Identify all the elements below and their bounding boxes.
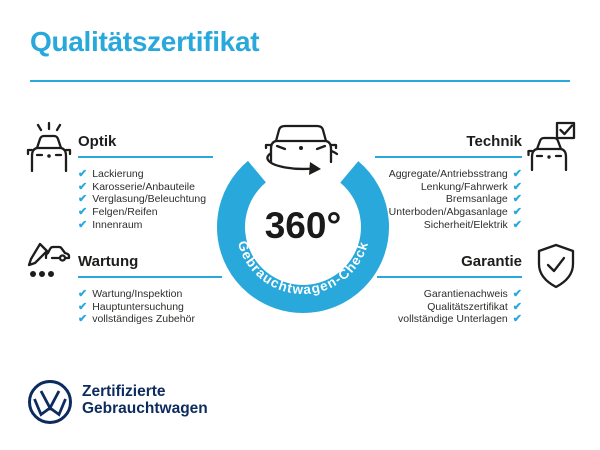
- check-icon: ✔: [78, 313, 88, 326]
- check-icon: ✔: [512, 180, 522, 193]
- section-optik-title: Optik: [78, 133, 213, 158]
- wartung-checklist: ✔ Wartung/Inspektion ✔ Hauptuntersuchung ✔…: [78, 288, 222, 326]
- check-item: ✔ vollständige Unterlagen: [377, 313, 522, 326]
- check-item-label: Bremsanlage: [445, 193, 508, 206]
- rotating-car-icon: [264, 124, 339, 175]
- check-item-label: Qualitätszertifikat: [427, 300, 508, 313]
- check-icon: ✔: [512, 313, 522, 326]
- check-icon: ✔: [512, 218, 522, 231]
- section-wartung: Wartung ✔ Wartung/Inspektion ✔ Hauptunters…: [78, 253, 222, 326]
- check-item: ✔ Wartung/Inspektion: [78, 288, 222, 301]
- check-icon: ✔: [78, 205, 88, 218]
- check-icon: ✔: [512, 167, 522, 180]
- check-icon: ✔: [512, 193, 522, 206]
- optik-checklist: ✔ Lackierung ✔ Karosserie/Anbauteile ✔ Verg…: [78, 168, 213, 232]
- check-icon: ✔: [78, 193, 88, 206]
- check-item: ✔ Sicherheit/Elektrik: [375, 219, 522, 232]
- check-item-label: Garantienachweis: [423, 288, 508, 300]
- check-item: ✔ Qualitätszertifikat: [377, 301, 522, 314]
- section-optik: Optik ✔ Lackierung ✔ Karosserie/Anbauteile…: [78, 133, 213, 232]
- shield-check-icon: [537, 243, 575, 289]
- vw-logo: [28, 380, 72, 424]
- check-icon: ✔: [78, 180, 88, 193]
- title-divider: [30, 80, 570, 82]
- car-shine-icon: [26, 121, 72, 173]
- check-item-label: Lackierung: [92, 168, 144, 180]
- check-item-label: Felgen/Reifen: [92, 206, 158, 219]
- check-item-label: Aggregate/Antriebsstrang: [388, 168, 508, 180]
- check-item: ✔ Lenkung/Fahrwerk: [375, 181, 522, 194]
- check-icon: ✔: [78, 300, 88, 313]
- car-checkbox-icon: [527, 121, 576, 171]
- check-icon: ✔: [512, 287, 522, 300]
- section-wartung-title: Wartung: [78, 253, 222, 278]
- check-item-label: Wartung/Inspektion: [92, 288, 183, 300]
- check-item: ✔ Verglasung/Beleuchtung: [78, 193, 213, 206]
- check-item: ✔ Hauptuntersuchung: [78, 301, 222, 314]
- check-item-label: Lenkung/Fahrwerk: [420, 180, 508, 193]
- section-garantie-title: Garantie: [377, 253, 522, 278]
- check-item-label: vollständiges Zubehör: [92, 313, 195, 326]
- footer-claim-line2: Gebrauchtwagen: [82, 400, 208, 417]
- footer-claim-line1: Zertifizierte: [82, 383, 166, 400]
- garantie-checklist: ✔ Garantienachweis ✔ Qualitätszertifikat ✔…: [377, 288, 522, 326]
- footer-claim: Zertifizierte Gebrauchtwagen: [82, 383, 208, 417]
- check-item-label: Sicherheit/Elektrik: [423, 218, 508, 231]
- check-icon: ✔: [78, 287, 88, 300]
- check-item-label: Karosserie/Anbauteile: [92, 180, 195, 193]
- check-item: ✔ Garantienachweis: [377, 288, 522, 301]
- check-item-label: Unterboden/Abgasanlage: [388, 206, 508, 219]
- technik-checklist: ✔ Aggregate/Antriebsstrang ✔ Lenkung/Fahrw…: [375, 168, 522, 232]
- check-item-label: Innenraum: [92, 218, 143, 231]
- section-garantie: Garantie ✔ Garantienachweis ✔ Qualitätszer…: [377, 253, 522, 326]
- check-icon: ✔: [78, 218, 88, 231]
- check-item: ✔ Felgen/Reifen: [78, 206, 213, 219]
- check-item-label: Hauptuntersuchung: [92, 300, 184, 313]
- check-item: ✔ Bremsanlage: [375, 193, 522, 206]
- check-item: ✔ vollständiges Zubehör: [78, 313, 222, 326]
- check-item: ✔ Unterboden/Abgasanlage: [375, 206, 522, 219]
- check-item-label: vollständige Unterlagen: [398, 313, 508, 326]
- check-icon: ✔: [512, 205, 522, 218]
- check-icon: ✔: [512, 300, 522, 313]
- check-item: ✔ Aggregate/Antriebsstrang: [375, 168, 522, 181]
- check-icon: ✔: [78, 167, 88, 180]
- section-technik-title: Technik: [375, 133, 522, 158]
- check-item: ✔ Lackierung: [78, 168, 213, 181]
- degree-label: 360°: [265, 205, 342, 246]
- check-item: ✔ Innenraum: [78, 219, 213, 232]
- check-item: ✔ Karosserie/Anbauteile: [78, 181, 213, 194]
- check-item-label: Verglasung/Beleuchtung: [92, 193, 207, 206]
- section-technik: Technik ✔ Aggregate/Antriebsstrang ✔ Lenku…: [375, 133, 522, 232]
- ring-360: Gebrauchtwagen-Check 360°: [217, 141, 389, 313]
- page-title: Qualitätszertifikat: [30, 26, 260, 57]
- checklist-car-icon: [27, 242, 71, 277]
